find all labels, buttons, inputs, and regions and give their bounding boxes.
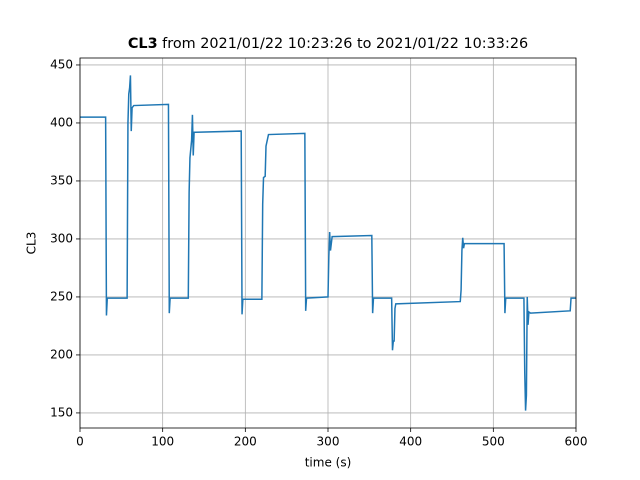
y-tick-label: 200 [50,347,73,361]
y-tick-label: 150 [50,405,73,419]
title-name: CL3 [128,36,158,52]
y-axis-label: CL3 [25,232,39,255]
x-tick-label: 100 [151,435,174,449]
x-tick-label: 600 [565,435,588,449]
x-tick-label: 500 [482,435,505,449]
y-tick-label: 350 [50,173,73,187]
y-tick-label: 450 [50,57,73,71]
x-tick-label: 0 [76,435,84,449]
chart-title: CL3 from 2021/01/22 10:23:26 to 2021/01/… [128,36,528,52]
y-tick-label: 250 [50,289,73,303]
y-tick-label: 300 [50,231,73,245]
y-tick-label: 400 [50,115,73,129]
x-tick-label: 200 [234,435,257,449]
plot-frame [79,57,577,429]
title-text: from 2021/01/22 10:23:26 to 2021/01/22 1… [162,36,528,52]
x-axis-label: time (s) [305,456,352,470]
x-tick-label: 300 [317,435,340,449]
data-line [80,75,576,411]
x-tick-label: 400 [399,435,422,449]
